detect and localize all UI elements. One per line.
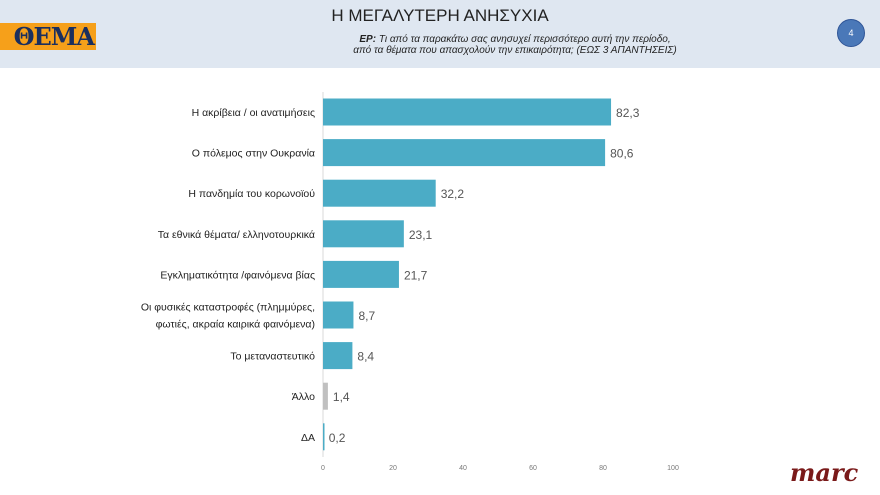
bar — [323, 98, 612, 126]
bar — [323, 382, 328, 410]
chart-subtitle: ΕΡ: Τι από τα παρακάτω σας ανησυχεί περι… — [200, 34, 830, 56]
x-tick-label: 100 — [667, 465, 679, 472]
bar — [323, 179, 436, 207]
page-number-badge: 4 — [837, 19, 865, 47]
category-label: Η πανδημία του κορωνοϊού — [188, 188, 315, 200]
bar — [323, 342, 353, 370]
logo-thema: ΘΕΜΑ — [0, 23, 96, 50]
marc-logo: marc — [790, 458, 859, 487]
value-label: 0,2 — [329, 431, 346, 445]
category-label: Το μεταναστευτικό — [230, 351, 315, 363]
value-label: 80,6 — [610, 147, 634, 161]
category-label: Ο πόλεμος στην Ουκρανία — [192, 148, 315, 160]
bar — [323, 301, 354, 329]
subtitle-line2: από τα θέματα που απασχολούν την επικαιρ… — [353, 45, 677, 56]
category-label: Τα εθνικά θέματα/ ελληνοτουρκικά — [158, 229, 315, 241]
x-tick-label: 20 — [389, 465, 397, 472]
subtitle-line1: Τι από τα παρακάτω σας ανησυχεί περισσότ… — [378, 34, 671, 45]
category-label: Οι φυσικές καταστροφές (πλημμύρες, — [141, 302, 315, 314]
value-label: 8,7 — [358, 309, 375, 323]
bar — [323, 139, 606, 167]
category-label: Η ακρίβεια / οι ανατιμήσεις — [192, 107, 315, 119]
x-tick-label: 80 — [599, 465, 607, 472]
x-tick-label: 40 — [459, 465, 467, 472]
value-label: 23,1 — [409, 228, 433, 242]
subtitle-prefix: ΕΡ: — [359, 34, 377, 45]
value-label: 8,4 — [357, 350, 374, 364]
value-label: 32,2 — [441, 187, 465, 201]
bar — [323, 423, 325, 451]
header-band: ΘΕΜΑ Η ΜΕΓΑΛΥΤΕΡΗ ΑΝΗΣΥΧΙΑ ΕΡ: Τι από τα… — [0, 0, 880, 68]
category-label: φωτιές, ακραία καιρικά φαινόμενα) — [156, 319, 315, 331]
category-label: ΔΑ — [301, 432, 315, 444]
bar — [323, 220, 404, 248]
chart-title: Η ΜΕΓΑΛΥΤΕΡΗ ΑΝΗΣΥΧΙΑ — [331, 6, 549, 25]
value-label: 1,4 — [333, 390, 350, 404]
x-tick-label: 0 — [321, 465, 325, 472]
value-label: 21,7 — [404, 268, 428, 282]
x-tick-label: 60 — [529, 465, 537, 472]
category-label: Άλλο — [292, 391, 315, 403]
bar — [323, 260, 399, 288]
value-label: 82,3 — [616, 106, 640, 120]
category-label: Εγκληματικότητα /φαινόμενα βίας — [160, 269, 315, 281]
